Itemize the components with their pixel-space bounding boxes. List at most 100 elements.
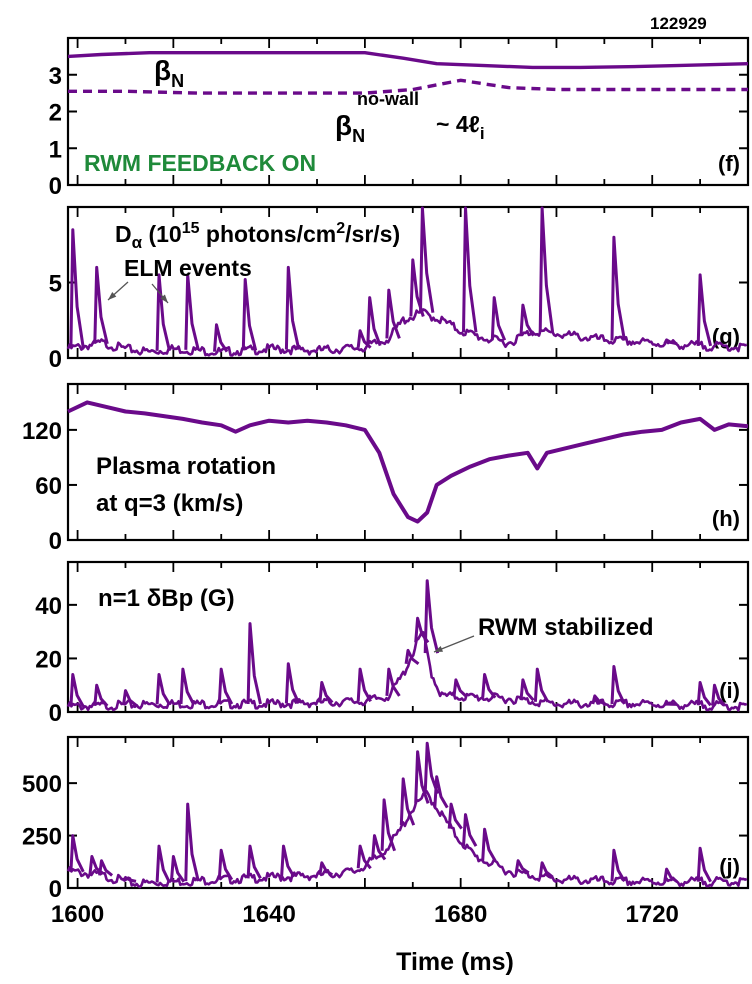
panel-3-spike-14 (452, 678, 468, 698)
panel-3-spike-9 (356, 667, 372, 703)
panel-4-spike-5 (169, 855, 186, 883)
panel-4-spike-2 (98, 859, 114, 877)
panel-3-spike-6 (246, 622, 262, 705)
annotation-elm-events: ELM events (124, 255, 252, 281)
panel-4-spike-23 (610, 848, 626, 883)
panel-4-spike-20 (481, 827, 497, 862)
panel-3-spike-7 (284, 662, 301, 705)
panel-0-series-0-line (67, 51, 749, 70)
panel-3-frame (66, 560, 750, 714)
annotation-beta-n: βN (154, 55, 184, 91)
panel-4-spike-24 (663, 867, 678, 883)
panel-3-spike-15 (481, 673, 497, 699)
panel-0-label: (f) (718, 151, 740, 176)
panel-1-spike-4 (213, 323, 229, 353)
annotation-dbp-label: n=1 δBp (G) (98, 585, 235, 612)
panel-4-frame (66, 735, 750, 890)
panel-4-spike-6 (184, 802, 200, 882)
annotation-rotation-line2: at q=3 (km/s) (96, 490, 243, 517)
panel-4-spike-17 (433, 775, 449, 809)
panel-1-spike-9 (385, 288, 401, 339)
panel-4-spike-18 (447, 802, 463, 830)
annotation-beta-nowall-superscript: no-wall (357, 89, 419, 109)
panel-3-label: (i) (719, 678, 740, 703)
panel-2-ytick-label: 60 (35, 473, 62, 500)
panel-4-xtick-label: 1720 (626, 901, 679, 928)
panel-4-spike-4 (155, 844, 171, 884)
panel-3-spike-8 (318, 681, 334, 704)
panel-3-ytick-label: 40 (35, 593, 62, 620)
panel-4-xtick-label: 1640 (242, 901, 295, 928)
panel-3-spike-2 (122, 689, 137, 707)
panel-1-spike-5 (241, 278, 258, 351)
annotation-feedback-on: RWM FEEDBACK ON (84, 150, 316, 176)
annotation-rwm-stabilized: RWM stabilized (478, 614, 654, 641)
panel-0-ytick-label: 1 (49, 136, 62, 163)
panel-2-ytick-label: 120 (22, 418, 62, 445)
panel-4-spike-10 (318, 861, 334, 877)
panel-1-spike-17 (663, 338, 678, 346)
annotation-rwm-arrow-head (434, 645, 443, 652)
panel-4-spike-3 (122, 876, 137, 883)
panel-0-series-1-line (68, 78, 748, 95)
panel-1-spike-14 (519, 303, 535, 337)
panel-1-spike-6 (284, 265, 301, 350)
panel-4-spike-0 (69, 834, 85, 873)
annotation-beta-nowall-tail: ~ 4ℓi (436, 111, 485, 143)
panel-3-spike-5 (217, 667, 234, 705)
panel-3-ytick-label: 20 (35, 646, 62, 673)
panel-3-spike-21 (696, 681, 712, 707)
panel-3-spike-13 (423, 579, 440, 654)
panel-1-baseline-trace (66, 308, 748, 357)
annotation-elm-arrow-left-head (108, 292, 117, 300)
panel-4-ytick-label: 500 (22, 771, 62, 798)
panel-1-spike-2 (155, 273, 171, 352)
panel-3-spike-11 (404, 648, 420, 665)
panel-1-spike-16 (610, 235, 626, 341)
panel-3-spike-22 (711, 683, 727, 707)
panel-4-spike-22 (538, 861, 554, 879)
panel-1-spike-0 (69, 228, 85, 349)
panel-4-ytick-label: 250 (22, 824, 62, 851)
panel-4-spike-21 (514, 859, 530, 875)
panel-3-spike-16 (519, 678, 535, 702)
panel-2-ytick-label: 0 (49, 528, 62, 555)
annotation-elm-arrow-right-head (160, 294, 168, 303)
panel-3-spike-3 (155, 673, 171, 706)
panel-3-spike-17 (533, 667, 550, 703)
panel-4-xtick-label: 1680 (434, 901, 487, 928)
panel-3-spike-0 (69, 673, 85, 708)
panel-3-spike-18 (591, 694, 606, 706)
panel-3-spike-10 (385, 667, 401, 697)
panel-4-xtick-label: 1600 (51, 901, 104, 928)
panel-1-spike-3 (184, 273, 200, 351)
panel-2-series-line (67, 400, 749, 524)
panel-4-baseline-trace (66, 790, 748, 889)
annotation-beta-nowall-symbol: βN (335, 110, 365, 146)
shot-number: 122929 (650, 14, 707, 33)
panel-1-spike-15 (538, 206, 555, 333)
annotation-rotation-line1: Plasma rotation (96, 453, 276, 480)
panel-4-spike-25 (696, 846, 712, 883)
panel-1-spike-12 (462, 206, 478, 333)
panel-4-spike-19 (462, 813, 478, 847)
panel-3-spike-19 (610, 665, 626, 705)
panel-4-label: (j) (719, 854, 740, 879)
panel-0-ytick-label: 2 (49, 100, 62, 127)
panel-4-spike-16 (423, 741, 440, 795)
annotation-d-alpha-title: Dα (1015 photons/cm2/sr/s) (115, 220, 400, 252)
panel-0-ytick-label: 3 (49, 63, 62, 90)
panel-4-ytick-label: 0 (49, 876, 62, 903)
panel-4-spike-7 (217, 848, 234, 881)
panel-1-spike-18 (696, 273, 713, 347)
panel-1-spike-1 (93, 265, 109, 345)
panel-3-ytick-label: 0 (49, 700, 62, 727)
panel-3-spike-4 (179, 667, 195, 705)
x-axis-label: Time (ms) (396, 948, 514, 976)
panel-2-label: (h) (712, 506, 740, 531)
panel-3-baseline-trace (66, 631, 748, 712)
panel-1-ytick-label: 0 (49, 346, 62, 373)
panel-4-spike-13 (380, 798, 397, 852)
